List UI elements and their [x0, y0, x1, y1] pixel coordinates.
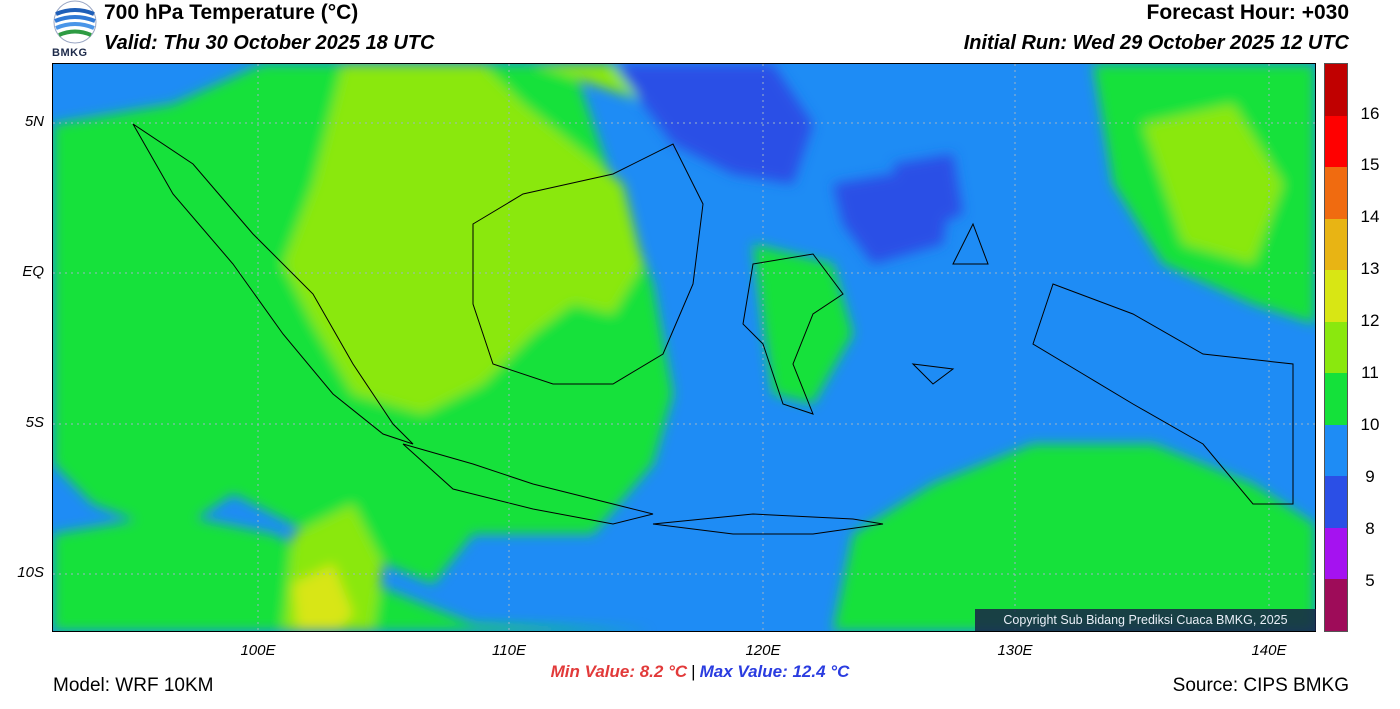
colorbar-label-8: 8: [1365, 519, 1375, 538]
lon-label-110e: 110E: [492, 642, 526, 659]
forecast-hour: Forecast Hour: +030: [1146, 1, 1350, 24]
field-mid-south: [53, 514, 653, 631]
lat-label-5n: 5N: [24, 113, 44, 130]
colorbar-segment: [1325, 270, 1347, 322]
colorbar-segment: [1325, 579, 1347, 631]
colorbar-label-12: 12: [1360, 311, 1380, 330]
temperature-field: [53, 64, 1315, 631]
coast-seram: [911, 363, 955, 385]
lon-label-130e: 130E: [997, 642, 1033, 659]
colorbar-label-5: 5: [1365, 571, 1375, 590]
lat-label-10s: 10S: [17, 564, 44, 581]
field-cold-east: [893, 154, 963, 234]
lat-label-5s: 5S: [25, 414, 44, 431]
coast-sulawesi: [742, 253, 844, 415]
lon-label-100e: 100E: [240, 642, 276, 659]
coast-nusa-tenggara: [652, 513, 884, 535]
colorbar-label-15: 15: [1360, 155, 1380, 174]
colorbar-segment: [1325, 476, 1347, 528]
logo-text: BMKG: [52, 47, 88, 59]
colorbar-segment: [1325, 424, 1347, 477]
chart-title: 700 hPa Temperature (°C): [104, 1, 359, 24]
field-warm-core: [283, 64, 643, 414]
model-name: Model: WRF 10KM: [53, 675, 214, 696]
colorbar-label-13: 13: [1360, 259, 1380, 278]
max-value: Max Value: 12.4 °C: [699, 662, 850, 681]
colorbar-segment: [1325, 64, 1347, 116]
min-value: Min Value: 8.2 °C: [550, 662, 688, 681]
temperature-map: [52, 63, 1316, 632]
coast-kalimantan: [472, 143, 704, 385]
colorbar-segment: [1325, 527, 1347, 580]
field-mid-central: [753, 244, 853, 404]
coastlines: [132, 123, 1294, 535]
colorbar-segment: [1325, 321, 1347, 374]
bmkg-logo: [50, 0, 100, 62]
field-mid-southeast: [833, 444, 1315, 631]
bmkg-logo-icon: [53, 0, 97, 44]
coast-halmahera: [952, 222, 989, 265]
colorbar-label-11: 11: [1361, 363, 1379, 382]
copyright-note: Copyright Sub Bidang Prediksi Cuaca BMKG…: [975, 609, 1316, 631]
colorbar-label-9: 9: [1365, 467, 1375, 486]
colorbar: [1324, 63, 1348, 632]
coast-papua: [1032, 283, 1294, 505]
min-max-values: Min Value: 8.2 °C | Max Value: 12.4 °C: [0, 662, 1400, 682]
data-source: Source: CIPS BMKG: [1172, 675, 1349, 696]
colorbar-segment: [1325, 115, 1347, 168]
colorbar-segment: [1325, 218, 1347, 271]
coast-java: [402, 443, 654, 525]
colorbar-label-14: 14: [1360, 207, 1380, 226]
lon-label-120e: 120E: [745, 642, 781, 659]
colorbar-segments: [1325, 64, 1347, 631]
coast-sumatra: [132, 123, 414, 445]
min-max-separator: |: [691, 662, 696, 681]
field-warm-northeast: [1143, 104, 1283, 264]
lon-label-140e: 140E: [1251, 642, 1287, 659]
lat-label-eq: EQ: [22, 263, 44, 280]
colorbar-segment: [1325, 167, 1347, 219]
colorbar-label-10: 10: [1360, 415, 1380, 434]
initial-run: Initial Run: Wed 29 October 2025 12 UTC: [963, 32, 1349, 54]
graticule: [53, 64, 1315, 631]
valid-time: Valid: Thu 30 October 2025 18 UTC: [104, 32, 435, 54]
colorbar-label-16: 16: [1360, 104, 1380, 123]
field-hot-patch: [293, 564, 353, 631]
colorbar-segment: [1325, 373, 1347, 425]
